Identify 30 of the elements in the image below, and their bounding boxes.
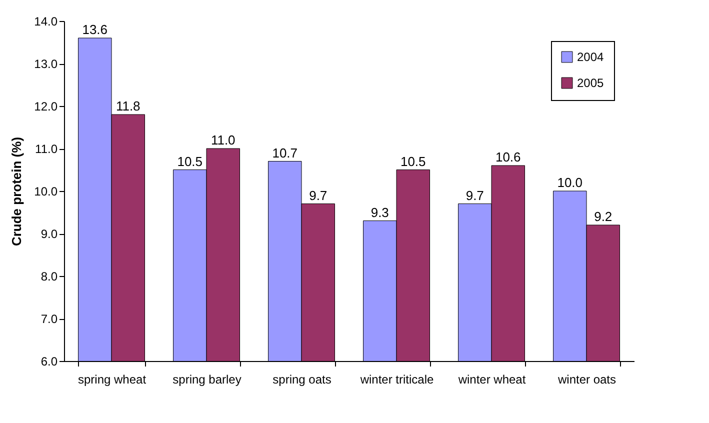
- data-label: 10.5: [400, 154, 426, 169]
- data-label: 9.3: [370, 204, 389, 220]
- x-tick-label: winter oats: [556, 372, 616, 386]
- data-label: 9.2: [594, 209, 612, 224]
- y-tick-label: 9.0: [40, 227, 58, 241]
- x-tick-label: spring wheat: [78, 372, 147, 386]
- data-label: 10.0: [557, 175, 583, 190]
- data-label: 11.0: [210, 132, 236, 148]
- data-label: 9.7: [466, 188, 484, 203]
- x-tick-label: winter triticale: [359, 372, 434, 386]
- y-tick-label: 6.0: [40, 354, 58, 368]
- data-label: 13.6: [82, 22, 108, 37]
- legend-label: 2004: [577, 50, 604, 64]
- y-tick-label: 14.0: [34, 14, 58, 28]
- y-tick-label: 10.0: [34, 184, 58, 198]
- legend-label: 2005: [577, 76, 604, 90]
- y-tick-label: 7.0: [40, 312, 58, 326]
- data-label: 11.8: [116, 98, 140, 114]
- data-label: 10.5: [177, 154, 203, 169]
- y-tick-label: 11.0: [35, 142, 58, 156]
- x-tick-label: winter wheat: [457, 372, 526, 386]
- y-tick-label: 12.0: [34, 100, 58, 114]
- y-tick-label: 13.0: [34, 57, 58, 71]
- y-tick-label: 8.0: [40, 270, 58, 284]
- x-tick-label: spring barley: [172, 372, 242, 386]
- data-label: 10.7: [272, 145, 298, 160]
- y-axis-title: Crude protein (%): [9, 136, 24, 246]
- data-label: 9.7: [309, 188, 328, 203]
- x-tick-label: spring oats: [272, 372, 332, 386]
- data-label: 10.6: [495, 150, 521, 164]
